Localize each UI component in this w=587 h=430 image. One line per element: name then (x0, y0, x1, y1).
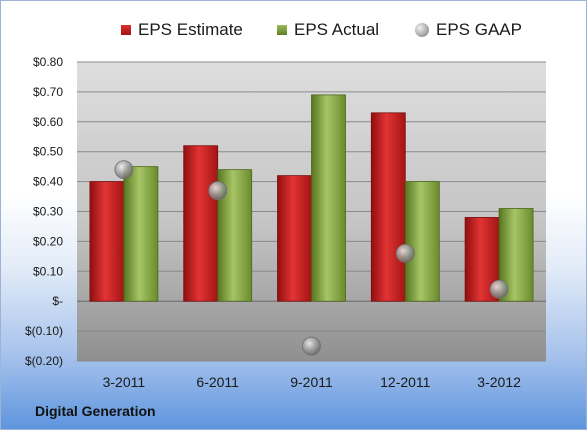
eps-estimate-bar (89, 181, 125, 302)
legend-marker-eps-gaap (415, 23, 429, 37)
eps-gaap-marker (208, 181, 228, 200)
eps-estimate-bar (277, 175, 312, 302)
y-tick-label: $0.40 (33, 175, 63, 189)
legend-item-eps-gaap: EPS GAAP (415, 16, 522, 44)
x-tick-label: 3-2012 (477, 374, 521, 390)
legend-item-eps-estimate: EPS Estimate (121, 16, 243, 44)
y-tick-label: $(0.20) (25, 354, 63, 368)
y-tick-label: $0.10 (33, 264, 63, 278)
x-tick-label: 9-2011 (290, 374, 333, 390)
eps-gaap-marker (114, 160, 134, 180)
y-tick-label: $- (52, 294, 63, 308)
legend: EPS Estimate EPS Actual EPS GAAP (1, 16, 586, 44)
y-tick-label: $0.80 (33, 55, 63, 69)
y-tick-label: $0.20 (33, 234, 63, 248)
eps-actual-bar (123, 166, 159, 302)
y-tick-label: $0.60 (33, 115, 63, 129)
legend-label-eps-gaap: EPS GAAP (436, 20, 522, 39)
eps-gaap-marker (395, 243, 415, 263)
legend-label-eps-estimate: EPS Estimate (138, 20, 243, 39)
legend-swatch-eps-estimate (121, 25, 131, 35)
y-tick-label: $0.50 (33, 145, 63, 159)
eps-actual-bar (217, 169, 253, 302)
eps-actual-bar (404, 181, 440, 302)
y-tick-label: $(0.10) (25, 324, 63, 338)
eps-chart: $0.80 $0.70 $0.60 $0.50 $0.40 $0.30 $0.20 $0.10… (25, 55, 546, 390)
y-tick-label: $0.30 (33, 205, 63, 219)
x-tick-label: 6-2011 (196, 374, 239, 390)
eps-actual-bar (311, 94, 346, 302)
x-tick-label: 12-2011 (380, 374, 431, 390)
y-tick-label: $0.70 (33, 85, 63, 99)
legend-swatch-eps-actual (277, 25, 287, 35)
eps-estimate-bar (183, 145, 219, 302)
legend-item-eps-actual: EPS Actual (277, 16, 379, 44)
eps-gaap-marker (489, 279, 509, 299)
eps-gaap-marker (302, 336, 321, 356)
x-tick-label: 3-2011 (103, 374, 146, 390)
legend-label-eps-actual: EPS Actual (294, 20, 380, 39)
eps-estimate-bar (370, 112, 406, 302)
company-name: Digital Generation (35, 403, 156, 419)
